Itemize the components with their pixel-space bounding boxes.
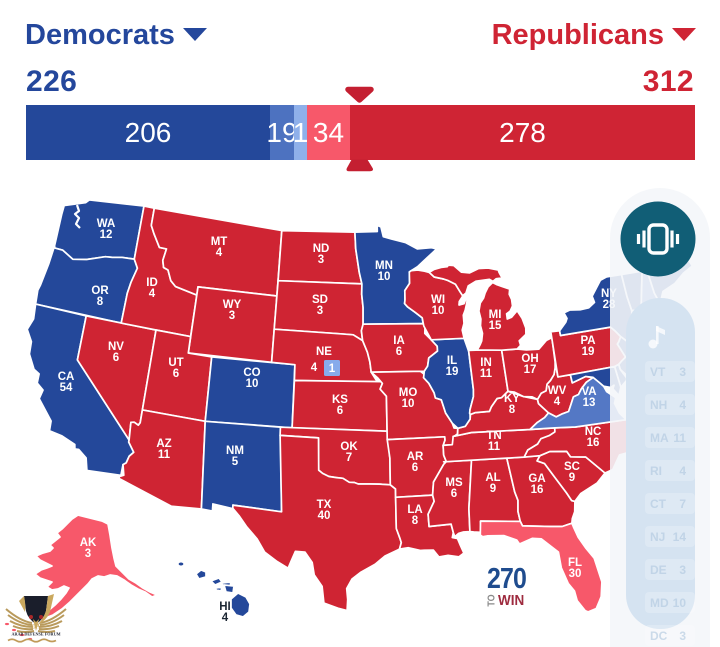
svg-text:ID: ID (146, 277, 158, 289)
svg-text:MO: MO (399, 387, 418, 399)
svg-text:CA: CA (58, 371, 75, 383)
svg-text:NE: NE (316, 346, 332, 358)
svg-text:WI: WI (431, 294, 445, 306)
svg-text:WA: WA (97, 218, 116, 230)
svg-text:5: 5 (232, 456, 239, 468)
svg-text:SD: SD (312, 294, 328, 306)
svg-text:17: 17 (524, 364, 537, 376)
svg-text:OR: OR (91, 285, 109, 297)
svg-text:WY: WY (223, 299, 242, 311)
svg-text:IN: IN (480, 357, 492, 369)
svg-text:IL: IL (447, 355, 457, 367)
svg-text:WV: WV (548, 385, 567, 397)
svg-text:12: 12 (100, 229, 113, 241)
svg-text:15: 15 (489, 320, 502, 332)
svg-text:11: 11 (158, 449, 171, 461)
svg-text:PA: PA (580, 335, 595, 347)
svg-text:8: 8 (509, 404, 516, 416)
svg-text:AL: AL (485, 472, 500, 484)
svg-text:OK: OK (340, 441, 358, 453)
svg-text:8: 8 (97, 296, 104, 308)
svg-text:UT: UT (168, 357, 183, 369)
svg-text:4: 4 (222, 612, 229, 624)
svg-text:3: 3 (85, 548, 91, 560)
svg-text:NM: NM (226, 445, 244, 457)
svg-text:6: 6 (412, 462, 418, 474)
svg-text:HI: HI (219, 601, 231, 613)
svg-text:3: 3 (229, 310, 235, 322)
svg-text:1: 1 (329, 363, 336, 375)
svg-text:3: 3 (317, 305, 323, 317)
svg-text:40: 40 (318, 510, 331, 522)
svg-text:KY: KY (504, 393, 520, 405)
svg-text:10: 10 (246, 378, 259, 390)
svg-text:CO: CO (243, 367, 260, 379)
svg-text:19: 19 (446, 366, 459, 378)
svg-text:VA: VA (581, 386, 596, 398)
svg-text:4: 4 (149, 288, 156, 300)
svg-text:FL: FL (568, 557, 582, 569)
svg-text:16: 16 (531, 484, 544, 496)
svg-text:DA: DA (32, 625, 41, 631)
svg-text:6: 6 (337, 405, 343, 417)
svg-text:13: 13 (583, 397, 596, 409)
svg-text:OH: OH (521, 353, 538, 365)
svg-text:10: 10 (432, 305, 445, 317)
svg-text:MS: MS (445, 477, 463, 489)
svg-text:TN: TN (486, 430, 501, 442)
svg-text:4: 4 (216, 247, 223, 259)
svg-text:30: 30 (569, 568, 582, 580)
svg-text:AZ: AZ (156, 438, 171, 450)
svg-text:IA: IA (393, 335, 405, 347)
svg-text:LA: LA (407, 504, 422, 516)
svg-text:MN: MN (375, 260, 393, 272)
svg-text:9: 9 (490, 483, 496, 495)
svg-text:4: 4 (311, 362, 318, 374)
svg-text:MT: MT (211, 236, 228, 248)
svg-text:11: 11 (488, 441, 501, 453)
svg-text:AR: AR (407, 451, 424, 463)
svg-text:ND: ND (313, 243, 330, 255)
svg-text:10: 10 (402, 398, 415, 410)
svg-text:3: 3 (318, 254, 324, 266)
svg-text:16: 16 (587, 437, 600, 449)
svg-text:TX: TX (317, 499, 332, 511)
svg-text:11: 11 (480, 368, 493, 380)
svg-text:10: 10 (378, 271, 391, 283)
svg-text:GA: GA (528, 473, 545, 485)
svg-text:KS: KS (332, 394, 348, 406)
svg-text:6: 6 (396, 346, 402, 358)
svg-text:AK: AK (80, 537, 97, 549)
svg-text:54: 54 (60, 382, 73, 394)
svg-text:NV: NV (108, 341, 124, 353)
svg-text:ARAB DEFENSE FORUM: ARAB DEFENSE FORUM (11, 632, 60, 637)
svg-text:6: 6 (451, 488, 457, 500)
svg-text:19: 19 (582, 346, 595, 358)
svg-text:6: 6 (113, 352, 119, 364)
svg-text:7: 7 (346, 452, 352, 464)
svg-text:MI: MI (489, 309, 502, 321)
svg-text:6: 6 (173, 368, 179, 380)
svg-text:SC: SC (564, 461, 580, 473)
svg-text:8: 8 (412, 515, 419, 527)
svg-text:4: 4 (554, 396, 561, 408)
svg-text:9: 9 (569, 472, 575, 484)
svg-text:NC: NC (585, 426, 602, 438)
